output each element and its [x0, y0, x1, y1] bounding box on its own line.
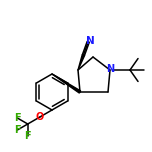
Text: F: F	[14, 113, 21, 123]
Text: N: N	[106, 64, 114, 74]
Text: F: F	[24, 131, 31, 141]
Text: F: F	[14, 125, 21, 135]
Text: N: N	[86, 36, 95, 46]
Polygon shape	[52, 74, 81, 93]
Text: O: O	[36, 112, 44, 122]
Polygon shape	[78, 55, 85, 70]
